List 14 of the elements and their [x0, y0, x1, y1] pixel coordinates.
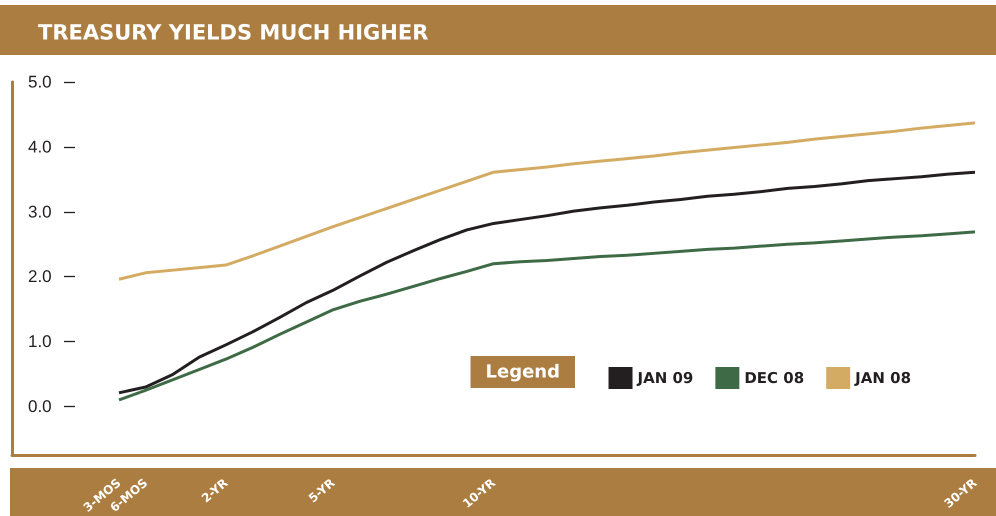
y-tick-label: 5.0 — [28, 72, 52, 92]
legend-label: DEC 08 — [744, 369, 804, 387]
y-tick-label: 3.0 — [28, 202, 52, 222]
line-series — [118, 230, 976, 402]
line-series — [118, 170, 976, 394]
y-tick-label: 4.0 — [28, 137, 52, 156]
legend-label: JAN 09 — [636, 369, 694, 387]
y-tick-label: 1.0 — [28, 332, 52, 352]
y-tick-label: 2.0 — [28, 267, 52, 286]
chart-title: TREASURY YIELDS MUCH HIGHER — [38, 20, 428, 44]
line-series — [118, 121, 976, 281]
legend-label: JAN 08 — [854, 369, 912, 387]
legend-title: Legend — [486, 362, 560, 382]
y-tick-label: 0.0 — [28, 396, 52, 416]
